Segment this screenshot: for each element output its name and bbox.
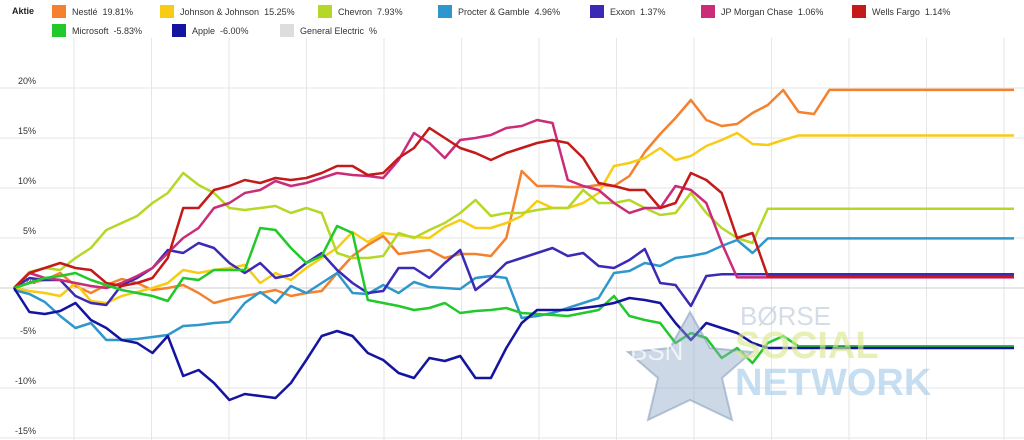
legend-swatch (52, 5, 66, 18)
legend-value: 7.93% (377, 6, 403, 17)
legend-swatch (701, 5, 715, 18)
line-chart: 20% 15% 10% 5% 0% -5% -10% -15% BSN BØRSE SOCIA… (0, 38, 1024, 440)
watermark-line1: BØRSE (740, 301, 831, 331)
legend-value: 1.06% (797, 6, 824, 17)
legend-value: 4.96% (534, 6, 561, 17)
legend-value: % (369, 25, 378, 36)
series-line-nestl-[interactable] (13, 88, 1014, 305)
legend-swatch (852, 5, 866, 18)
series-layer (12, 88, 1014, 402)
legend-item[interactable]: Microsoft -5.83% (52, 24, 142, 37)
y-tick-label: -5% (20, 326, 36, 336)
y-tick-label: 10% (18, 176, 36, 186)
legend-value: 1.14% (924, 6, 951, 17)
series-line-apple[interactable] (12, 287, 1014, 402)
legend-label: Chevron (338, 6, 373, 17)
legend-item[interactable]: Apple -6.00% (172, 24, 249, 37)
legend-item[interactable]: Chevron 7.93% (318, 5, 403, 18)
series-line-microsoft[interactable] (13, 224, 1014, 365)
legend-label: Johnson & Johnson (180, 6, 260, 17)
y-tick-label: 15% (18, 126, 36, 136)
legend-swatch (172, 24, 186, 37)
y-axis: 20% 15% 10% 5% 0% -5% -10% -15% (15, 76, 36, 436)
legend-label: Procter & Gamble (458, 6, 530, 17)
y-tick-label: -15% (15, 426, 36, 436)
legend-swatch (160, 5, 174, 18)
legend-label: JP Morgan Chase (721, 6, 793, 17)
legend-swatch (318, 5, 332, 18)
legend-item[interactable]: Procter & Gamble 4.96% (438, 5, 560, 18)
legend-label: Microsoft (72, 25, 109, 36)
series-line-procter-gamble[interactable] (13, 237, 1014, 342)
legend-label: Nestlé (72, 6, 98, 17)
legend-item[interactable]: Exxon 1.37% (590, 5, 666, 18)
series-line-johnson-johnson[interactable] (13, 131, 1014, 305)
legend-item[interactable]: Wells Fargo 1.14% (852, 5, 950, 18)
legend-value: -6.00% (220, 25, 249, 36)
series-line-exxon[interactable] (13, 241, 1014, 308)
legend-label: Apple (192, 25, 216, 36)
y-tick-label: -10% (15, 376, 36, 386)
legend-item[interactable]: General Electric % (280, 24, 377, 37)
legend-value: -5.83% (113, 25, 143, 36)
series-line-chevron[interactable] (13, 171, 1014, 289)
watermark-badge: BSN (630, 336, 683, 366)
legend-label: General Electric (300, 25, 365, 36)
watermark-line3: NETWORK (735, 362, 932, 404)
series-line-wells-fargo[interactable] (13, 126, 1014, 289)
legend-label: Wells Fargo (872, 6, 920, 17)
y-tick-label: 5% (23, 226, 36, 236)
legend-swatch (438, 5, 452, 18)
legend: Aktie Nestlé 19.81% Johnson & Johnson 15.… (0, 0, 1024, 40)
legend-item[interactable]: Johnson & Johnson 15.25% (160, 5, 295, 18)
watermark-line2: SOCIAL (735, 325, 879, 367)
y-tick-label: 0% (23, 276, 36, 286)
legend-value: 19.81% (102, 6, 134, 17)
legend-value: 15.25% (264, 6, 295, 17)
legend-swatch (52, 24, 66, 37)
legend-label: Exxon (610, 6, 636, 17)
watermark: BSN BØRSE SOCIAL NETWORK (625, 301, 932, 422)
legend-item[interactable]: JP Morgan Chase 1.06% (701, 5, 823, 18)
legend-item[interactable]: Nestlé 19.81% (52, 5, 133, 18)
watermark-star-icon (625, 309, 755, 422)
legend-swatch (280, 24, 294, 37)
y-tick-label: 20% (18, 76, 36, 86)
legend-title: Aktie (12, 6, 35, 16)
legend-value: 1.37% (640, 6, 666, 17)
legend-swatch (590, 5, 604, 18)
